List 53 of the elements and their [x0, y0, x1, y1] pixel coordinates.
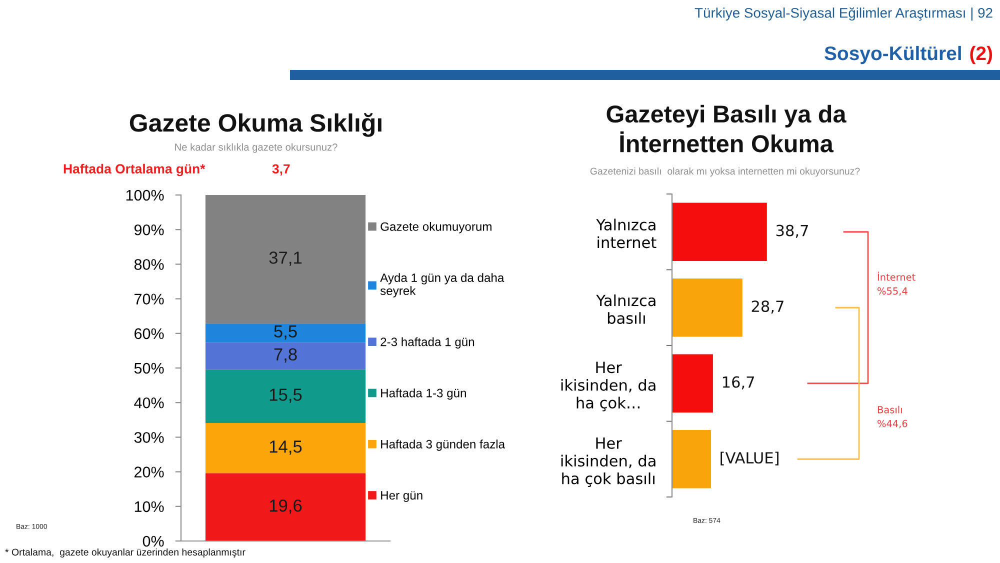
y-tick-label: 60%: [134, 328, 164, 340]
chart-subtitle: Ne kadar sıklıkla gazete okursunuz?: [175, 143, 338, 153]
y-tick-label: 30%: [134, 432, 164, 443]
y-tick-label: 40%: [134, 397, 164, 408]
data-label: 38,7: [776, 224, 808, 238]
bar: [205, 323, 366, 342]
bar: [672, 354, 713, 413]
y-tick-label: Her ikisinden, da ha çok basılı: [561, 438, 656, 488]
data-label: 5,5: [274, 325, 297, 340]
y-tick-label: 80%: [134, 259, 164, 270]
y-tick-label: 100%: [126, 190, 164, 201]
legend-label: Her gün: [381, 491, 422, 502]
text: 3,7: [272, 164, 290, 176]
data-label: 15,5: [270, 388, 302, 403]
bar: [205, 342, 366, 370]
legend-label: Ayda 1 gün ya da daha seyrek: [380, 273, 504, 298]
legend-label: 2-3 haftada 1 gün: [380, 337, 474, 349]
bar: [205, 195, 366, 324]
bar: [205, 423, 366, 474]
legend-label: Haftada 3 günden fazla: [381, 440, 506, 451]
legend-label: Gazete okumuyorum: [380, 222, 492, 234]
y-tick-label: 0%: [142, 536, 164, 547]
text: Sosyo-Kültürel: [824, 46, 961, 64]
chart-subtitle: Gazetenizi basılı olarak mı yoksa internetten mi okuyorsunuz?: [590, 167, 860, 177]
data-label: [VALUE]: [720, 452, 778, 466]
text: * Ortalama, gazete okuyanlar üzerinden hesaplanmıştır: [5, 548, 246, 558]
y-tick-label: Yalnızca basılı: [596, 294, 656, 324]
y-tick-label: 70%: [134, 294, 164, 304]
text: İnternet %55,4: [878, 272, 916, 296]
chart-title: Gazete Okuma Sıklığı: [130, 113, 382, 137]
data-label: 28,7: [752, 300, 784, 314]
y-tick-label: 20%: [134, 466, 164, 478]
text: (2): [970, 46, 992, 64]
data-label: 19,6: [270, 499, 302, 514]
bar: [672, 430, 711, 488]
bar: [672, 202, 767, 262]
data-label: 14,5: [270, 440, 302, 455]
y-tick-label: 90%: [134, 224, 164, 236]
data-label: 7,8: [274, 348, 297, 363]
text: Basılı %44,6: [878, 406, 908, 428]
y-tick-label: 10%: [134, 501, 164, 512]
y-tick-label: 50%: [134, 362, 164, 374]
bar: [205, 369, 366, 424]
y-tick-label: Her ikisinden, da ha çok…: [561, 362, 656, 412]
data-label: 16,7: [722, 376, 754, 390]
bar: [672, 278, 742, 337]
legend-label: Haftada 1-3 gün: [381, 388, 466, 400]
bar: [205, 473, 366, 541]
text: Haftada Ortalama gün*: [64, 164, 206, 176]
chart-title: Gazeteyi Basılı ya da İnternetten Okuma: [606, 104, 846, 152]
data-label: 37,1: [269, 252, 302, 266]
text: Türkiye Sosyal-Siyasal Eğilimler Araştırması | 92: [694, 7, 992, 21]
y-tick-label: Yalnızca internet: [596, 218, 656, 248]
